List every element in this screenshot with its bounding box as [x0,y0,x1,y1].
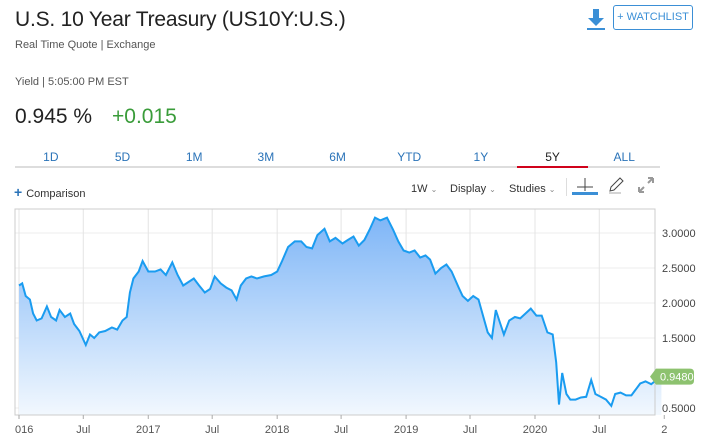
display-dropdown[interactable]: Display ⌄ [450,183,496,195]
tab-6m[interactable]: 6M [329,150,346,164]
yield-chart[interactable]: 0.5000 1.5000 2.0000 2.5000 3.0000 016 Jul 2017… [0,205,710,446]
tab-all[interactable]: ALL [613,150,635,164]
comparison-button[interactable]: + Comparison [14,184,86,200]
quote-subtitle: Real Time Quote | Exchange [15,39,156,51]
series-line [18,216,662,408]
x-tick-label: Jul [463,424,477,436]
plus-icon: + [14,184,23,200]
page-title: U.S. 10 Year Treasury (US10Y:U.S.) [15,8,346,31]
x-tick-label: Jul [205,424,219,436]
tab-5y[interactable]: 5Y [516,148,589,168]
interval-label: 1W [411,183,428,195]
tab-5d[interactable]: 5D [114,150,131,164]
yield-timestamp: Yield | 5:05:00 PM EST [15,76,129,88]
toolbar-divider [566,178,567,196]
tab-1y[interactable]: 1Y [473,150,489,164]
x-tick-label: 2017 [136,424,160,436]
x-tick-label: 2020 [523,424,547,436]
y-tick-label: 3.0000 [662,228,696,240]
studies-label: Studies [509,183,546,195]
range-tabs: 1D 5D 1M 3M 6M YTD 1Y 5Y ALL [15,148,660,168]
studies-dropdown[interactable]: Studies ⌄ [509,183,555,195]
download-icon[interactable] [586,8,606,30]
display-label: Display [450,183,487,195]
price-change: +0.015 [112,105,177,128]
chevron-down-icon: ⌄ [430,185,438,194]
y-tick-label: 1.5000 [662,333,696,345]
y-tick-label: 2.5000 [662,263,696,275]
x-tick-label: 016 [15,424,33,436]
chevron-down-icon: ⌄ [489,185,496,194]
expand-icon[interactable] [637,176,655,194]
interval-dropdown[interactable]: 1W ⌄ [411,183,437,195]
crosshair-icon[interactable] [572,176,598,196]
add-watchlist-button[interactable]: + WATCHLIST [613,5,693,30]
last-value-label: 0.9480 [660,372,694,384]
y-tick-label: 2.0000 [662,298,696,310]
tab-ytd[interactable]: YTD [397,150,422,164]
last-value-tag [650,368,694,385]
x-tick-label: 2019 [394,424,418,436]
pencil-icon[interactable] [607,176,625,194]
comparison-label: Comparison [26,188,86,200]
x-tick-label: 2018 [265,424,289,436]
area-fill [19,217,662,415]
x-tick-label: 2 [661,424,667,436]
x-tick-label: Jul [592,424,606,436]
x-tick-label: Jul [334,424,348,436]
x-tick-label: Jul [76,424,90,436]
tab-3m[interactable]: 3M [257,150,275,164]
tab-1d[interactable]: 1D [43,150,59,164]
y-tick-label: 0.5000 [662,403,696,415]
plot-border [14,208,656,416]
tab-1m[interactable]: 1M [185,150,203,164]
current-price: 0.945 % [15,105,93,128]
chevron-down-icon: ⌄ [548,185,556,194]
